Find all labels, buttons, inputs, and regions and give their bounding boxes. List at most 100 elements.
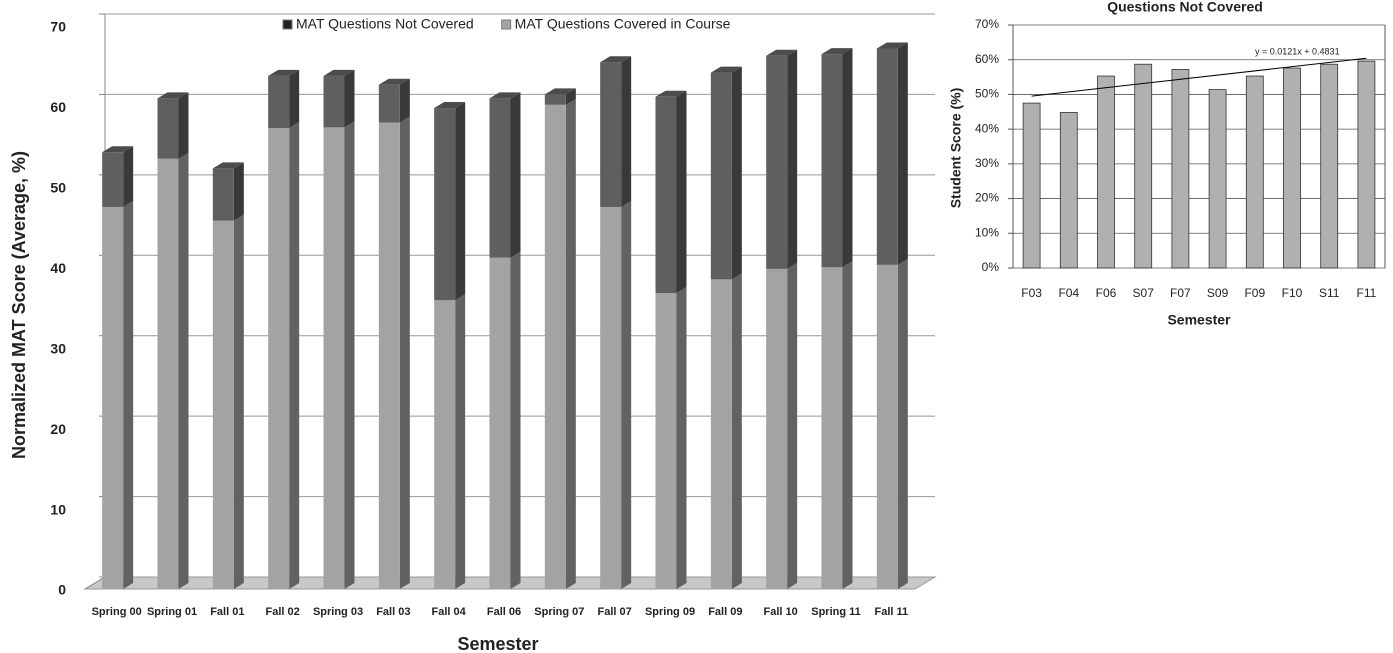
- x-tick-label: Fall 02: [266, 606, 300, 618]
- bar: [766, 268, 788, 589]
- bar: [1171, 69, 1190, 269]
- bar-top: [489, 92, 521, 99]
- x-tick-label: Spring 01: [147, 606, 197, 618]
- y-tick-label: 30: [50, 340, 66, 356]
- bar: [710, 72, 732, 280]
- bar: [876, 48, 898, 265]
- bar: [1208, 89, 1227, 269]
- bar: [268, 128, 290, 589]
- bar: [821, 267, 843, 589]
- bar-side: [842, 261, 853, 589]
- bar: [434, 108, 456, 301]
- bar: [600, 62, 622, 207]
- bar-side: [621, 200, 632, 589]
- bar-side: [344, 69, 355, 128]
- bar-side: [842, 48, 853, 268]
- axis-line: [84, 576, 106, 590]
- x-tick-label: Spring 09: [645, 606, 695, 618]
- y-tick-label: 20%: [975, 191, 999, 205]
- x-tick-label: S07: [1133, 286, 1155, 300]
- x-tick-label: F04: [1058, 286, 1079, 300]
- bar: [157, 158, 179, 589]
- bar-top: [710, 66, 742, 73]
- bar: [102, 206, 124, 589]
- x-tick-label: Spring 03: [313, 606, 363, 618]
- bar-side: [676, 90, 687, 294]
- bar: [544, 104, 566, 589]
- trendline: [1031, 57, 1367, 97]
- bar: [544, 94, 566, 105]
- y-tick-label: 10: [50, 501, 66, 517]
- x-tick-label: Fall 11: [875, 606, 909, 618]
- bar: [378, 122, 400, 589]
- bar: [323, 75, 345, 128]
- bar-top: [655, 90, 687, 97]
- x-tick-label: Fall 04: [432, 606, 467, 618]
- bar: [434, 300, 456, 589]
- bar-side: [344, 121, 355, 589]
- legend-marker: [282, 19, 293, 30]
- y-axis-title: Student Score (%): [948, 88, 964, 209]
- x-tick-label: Fall 09: [708, 606, 742, 618]
- bar: [157, 98, 179, 159]
- y-tick-label: 70: [50, 19, 66, 35]
- y-tick-label: 70%: [975, 17, 999, 31]
- bar-side: [676, 287, 687, 589]
- bar: [1245, 75, 1264, 269]
- bar: [821, 54, 843, 268]
- bar-side: [897, 42, 908, 265]
- x-tick-label: Spring 07: [534, 606, 584, 618]
- x-tick-label: F07: [1170, 286, 1191, 300]
- x-tick-label: S09: [1207, 286, 1229, 300]
- y-tick-label: 40: [50, 260, 66, 276]
- bar: [378, 84, 400, 123]
- bar-top: [378, 78, 410, 85]
- y-tick-label: 50%: [975, 87, 999, 101]
- x-tick-label: F10: [1282, 286, 1303, 300]
- bar-side: [787, 262, 798, 589]
- bar: [766, 55, 788, 269]
- bar: [1283, 67, 1301, 269]
- x-tick-label: F09: [1244, 286, 1265, 300]
- x-tick-label: Fall 03: [376, 606, 410, 618]
- bar-side: [731, 66, 742, 280]
- bar-side: [565, 98, 576, 589]
- x-tick-label: Fall 06: [487, 606, 521, 618]
- legend-label: MAT Questions Covered in Course: [515, 16, 731, 32]
- bar-side: [123, 200, 134, 589]
- bar: [1022, 102, 1041, 269]
- bar-top: [212, 162, 244, 169]
- bar-top: [434, 102, 466, 109]
- bar: [268, 75, 290, 129]
- y-tick-label: 0%: [982, 260, 1000, 274]
- bar-top: [876, 42, 908, 49]
- bar-side: [731, 273, 742, 589]
- bar-side: [233, 214, 244, 589]
- bar-side: [123, 146, 134, 207]
- x-tick-label: F11: [1357, 286, 1377, 300]
- y-axis-title: Normalized MAT Score (Average, %): [9, 151, 29, 459]
- legend-label: MAT Questions Not Covered: [296, 16, 474, 32]
- bar: [1097, 75, 1115, 269]
- x-tick-label: Fall 07: [598, 606, 632, 618]
- bar-side: [289, 69, 300, 129]
- y-tick-label: 40%: [975, 121, 999, 135]
- bar-side: [621, 56, 632, 207]
- bar-top: [821, 48, 853, 55]
- bar: [489, 257, 511, 589]
- bar-side: [455, 294, 466, 589]
- trendline-label: y = 0.0121x + 0.4831: [1255, 46, 1340, 56]
- y-tick-label: 10%: [975, 225, 999, 239]
- bar: [876, 264, 898, 589]
- bar-side: [565, 88, 576, 105]
- bar-side: [178, 152, 189, 589]
- y-tick-label: 30%: [975, 156, 999, 170]
- bar: [1059, 112, 1078, 269]
- y-tick-label: 50: [50, 180, 66, 196]
- bar-side: [233, 162, 244, 221]
- y-tick-label: 20: [50, 421, 66, 437]
- bar-side: [510, 251, 521, 590]
- y-tick-label: 0: [58, 582, 66, 598]
- bar-top: [157, 92, 189, 99]
